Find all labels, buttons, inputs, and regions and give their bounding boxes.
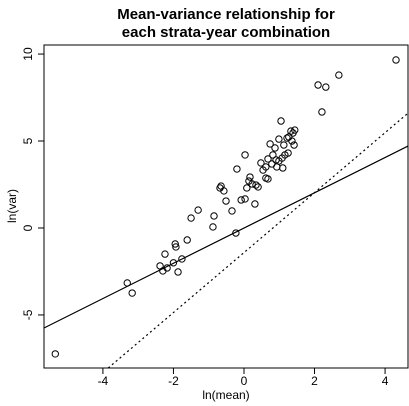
point xyxy=(254,183,262,191)
x-tick-label: 0 xyxy=(241,374,248,388)
plot-area xyxy=(44,56,408,368)
point xyxy=(174,268,182,276)
point xyxy=(228,207,236,215)
point xyxy=(161,250,169,258)
point xyxy=(241,151,249,159)
point xyxy=(264,175,272,183)
y-tick-label: -5 xyxy=(21,309,35,320)
point xyxy=(280,141,288,149)
point xyxy=(277,117,285,125)
point xyxy=(209,223,217,231)
point xyxy=(335,71,343,79)
point xyxy=(279,164,287,172)
chart-title: each strata-year combination xyxy=(122,24,330,41)
point xyxy=(322,83,330,91)
point xyxy=(194,206,202,214)
y-tick-label: 5 xyxy=(21,137,35,144)
point xyxy=(232,229,240,237)
x-tick-label: 2 xyxy=(311,374,318,388)
point xyxy=(248,180,256,188)
point xyxy=(178,255,186,263)
point xyxy=(163,264,171,272)
point xyxy=(271,144,279,152)
point xyxy=(392,56,400,64)
x-tick-label: 4 xyxy=(382,374,389,388)
point xyxy=(318,108,326,116)
chart-title: Mean-variance relationship for xyxy=(117,6,335,23)
point xyxy=(123,279,131,287)
point xyxy=(266,140,274,148)
x-axis-label: ln(mean) xyxy=(202,388,249,402)
y-tick-label: 0 xyxy=(21,224,35,231)
point xyxy=(275,135,283,143)
point xyxy=(262,163,270,171)
plot-frame xyxy=(43,44,409,369)
point xyxy=(233,165,241,173)
point xyxy=(172,243,180,251)
point xyxy=(51,350,59,358)
point xyxy=(287,127,295,135)
x-tick-label: -4 xyxy=(98,374,109,388)
point xyxy=(222,197,230,205)
y-tick-label: 10 xyxy=(21,47,35,61)
point xyxy=(264,155,272,163)
point xyxy=(314,81,322,89)
point xyxy=(290,141,298,149)
point xyxy=(288,137,296,145)
reference-line xyxy=(44,145,408,329)
point xyxy=(220,187,228,195)
reference-line xyxy=(107,112,408,368)
point xyxy=(187,214,195,222)
point xyxy=(246,173,254,181)
point xyxy=(217,182,225,190)
point xyxy=(169,259,178,267)
point xyxy=(183,236,191,244)
x-tick-label: -2 xyxy=(168,374,179,388)
point xyxy=(171,240,179,248)
point xyxy=(237,196,245,204)
point xyxy=(251,200,259,208)
point xyxy=(284,149,292,157)
point xyxy=(291,126,299,134)
y-axis-label: ln(var) xyxy=(5,189,19,223)
point xyxy=(243,184,251,192)
point xyxy=(252,181,260,189)
point xyxy=(128,289,136,297)
point xyxy=(210,212,218,220)
point xyxy=(257,159,265,167)
point xyxy=(241,195,249,203)
